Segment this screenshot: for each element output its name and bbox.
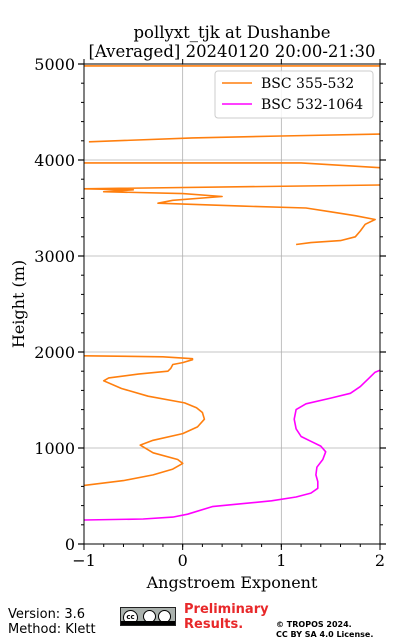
legend: BSC 355-532 BSC 532-1064 (214, 70, 374, 119)
legend-box (214, 70, 374, 119)
copyright-line-1: © TROPOS 2024. (276, 620, 352, 629)
x-axis-label: Angstroem Exponent (146, 573, 318, 592)
y-tick-label: 1000 (34, 439, 75, 458)
series-line-bsc-532-1064 (84, 369, 380, 521)
preliminary-label: Preliminary (184, 602, 269, 617)
legend-label-bsc-532-1064: BSC 532-1064 (261, 97, 363, 113)
y-tick-label: 0 (65, 535, 75, 554)
version-text: Version: 3.6 (8, 607, 85, 622)
plot-frame (83, 63, 381, 545)
series-layer (84, 65, 380, 521)
y-tick-label: 3000 (34, 247, 75, 266)
y-tick-label: 5000 (34, 55, 75, 74)
chart: pollyxt_tjk at Dushanbe [Averaged] 20240… (9, 23, 386, 592)
chart-subtitle: [Averaged] 20240120 20:00-21:30 (89, 42, 376, 61)
cc-license-badge: cc (120, 607, 176, 626)
chart-title: pollyxt_tjk at Dushanbe (133, 23, 330, 42)
x-tick-label: 0 (178, 551, 188, 570)
x-tick-label: 1 (276, 551, 286, 570)
y-axis-label: Height (m) (9, 260, 28, 348)
x-tick-label: 2 (375, 551, 385, 570)
series-group (84, 65, 380, 521)
preliminary-results: Preliminary Results. (184, 602, 269, 632)
series-line-bsc-355-532 (84, 162, 380, 169)
x-tick-label: −1 (72, 551, 96, 570)
y-tick-label: 4000 (34, 151, 75, 170)
method-text: Method: Klett (8, 622, 96, 637)
series-line-bsc-355-532 (84, 355, 206, 487)
legend-label-bsc-355-532: BSC 355-532 (261, 76, 354, 92)
results-label: Results. (184, 617, 244, 632)
badge-bar (121, 621, 175, 625)
grid (83, 63, 381, 545)
copyright-text: © TROPOS 2024. CC BY SA 4.0 License. (276, 620, 373, 640)
series-line-bsc-355-532 (84, 184, 380, 246)
y-tick-label: 2000 (34, 343, 75, 362)
series-line-bsc-355-532 (88, 133, 380, 143)
copyright-line-2: CC BY SA 4.0 License. (276, 630, 374, 639)
